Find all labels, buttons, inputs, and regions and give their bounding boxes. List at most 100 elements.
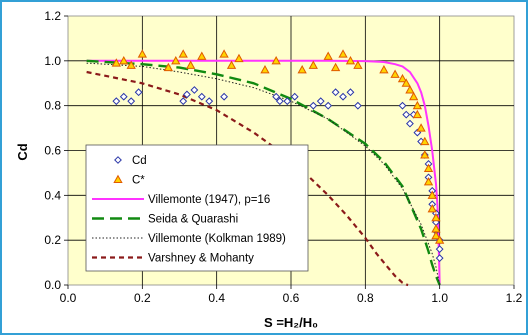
series-c bbox=[111, 49, 445, 244]
data-point-cstar bbox=[427, 203, 437, 213]
data-point-cstar bbox=[137, 49, 147, 58]
legend-item-villemonte-kolkman-1989: Villemonte (Kolkman 1989) bbox=[92, 233, 286, 245]
data-point-cd bbox=[316, 97, 325, 106]
data-point-cstar bbox=[397, 73, 408, 83]
data-point-cstar bbox=[379, 64, 389, 74]
legend-label: Cd bbox=[132, 155, 147, 167]
legend-label: C* bbox=[132, 175, 145, 187]
y-tick-label: 0.8 bbox=[44, 99, 61, 113]
legend-swatch-cstar bbox=[113, 174, 123, 184]
data-point-cd bbox=[275, 97, 284, 106]
legend-item-villemonte-1947-p-16: Villemonte (1947), p=16 bbox=[92, 194, 270, 206]
x-tick-label: 0.8 bbox=[357, 291, 374, 305]
series-line-varshney-mohanty bbox=[86, 70, 409, 287]
data-point-cd bbox=[127, 97, 136, 106]
data-point-cd bbox=[398, 101, 407, 110]
data-point-cd bbox=[119, 92, 128, 101]
data-point-cstar bbox=[409, 91, 419, 101]
data-point-cstar bbox=[412, 109, 423, 119]
data-point-cstar bbox=[271, 56, 281, 65]
y-tick-label: 1.0 bbox=[44, 54, 61, 68]
data-point-cstar bbox=[401, 78, 411, 87]
data-point-cstar bbox=[308, 60, 318, 69]
legend-label: Varshney & Mohanty bbox=[148, 253, 254, 265]
y-axis-ticks: 0.0 0.2 0.4 0.6 0.8 1.0 1.2 bbox=[44, 9, 68, 292]
x-tick-label: 0.4 bbox=[208, 291, 225, 305]
data-point-cd bbox=[283, 97, 292, 106]
series-line-seida-quarashi bbox=[86, 59, 441, 286]
data-point-cd bbox=[353, 101, 362, 110]
data-point-cstar bbox=[420, 136, 430, 146]
data-point-cstar bbox=[323, 51, 333, 60]
data-point-cstar bbox=[111, 58, 121, 67]
data-point-cstar bbox=[234, 53, 244, 63]
x-axis-label: S =H₂/H₀ bbox=[264, 315, 318, 330]
data-point-cstar bbox=[435, 235, 445, 244]
data-point-cd bbox=[435, 245, 444, 254]
data-point-cstar bbox=[420, 150, 430, 159]
data-point-cstar bbox=[431, 212, 441, 222]
data-point-cstar bbox=[197, 51, 207, 60]
data-point-cd bbox=[435, 254, 444, 263]
data-point-cstar bbox=[338, 49, 348, 58]
legend: Cd C*Villemonte (1947), p=16 Seida & Quara… bbox=[85, 144, 309, 272]
data-point-cstar bbox=[431, 230, 441, 240]
data-point-cstar bbox=[119, 56, 129, 65]
series-layer bbox=[86, 49, 445, 287]
data-point-cd bbox=[183, 90, 191, 99]
y-tick-label: 0.0 bbox=[44, 278, 61, 292]
data-point-cstar bbox=[345, 56, 356, 65]
data-point-cd bbox=[402, 110, 411, 119]
y-tick-label: 0.2 bbox=[44, 233, 61, 247]
y-tick-label: 0.6 bbox=[44, 144, 61, 158]
data-point-cstar bbox=[405, 85, 415, 94]
data-point-cd bbox=[346, 88, 355, 97]
data-point-cd bbox=[179, 97, 188, 106]
data-point-cd bbox=[112, 97, 121, 106]
legend-items: Cd C*Villemonte (1947), p=16 Seida & Quara… bbox=[92, 155, 286, 265]
data-point-cstar bbox=[390, 69, 400, 78]
series-line-villemonte-kolkman-1989 bbox=[86, 62, 441, 286]
data-point-cd bbox=[134, 88, 143, 97]
data-point-cd bbox=[205, 97, 214, 106]
data-point-cstar bbox=[186, 60, 196, 69]
data-point-cstar bbox=[297, 64, 307, 74]
legend-box bbox=[85, 144, 309, 272]
legend-label: Seida & Quarashi bbox=[148, 214, 238, 226]
data-point-cstar bbox=[423, 177, 434, 186]
y-tick-label: 1.2 bbox=[44, 9, 61, 23]
data-point-cd bbox=[339, 92, 347, 101]
data-point-cstar bbox=[416, 123, 426, 132]
x-tick-label: 0.2 bbox=[134, 291, 151, 305]
data-point-cstar bbox=[353, 60, 363, 69]
legend-label: Villemonte (Kolkman 1989) bbox=[148, 233, 286, 245]
legend-item-c: C* bbox=[113, 174, 145, 187]
data-point-cstar bbox=[260, 64, 270, 74]
data-point-cstar bbox=[423, 163, 434, 172]
data-point-cd bbox=[331, 88, 340, 97]
data-point-cd bbox=[272, 92, 281, 101]
data-point-cstar bbox=[171, 56, 181, 65]
y-axis-label: Cd bbox=[15, 143, 30, 160]
data-point-cd bbox=[197, 92, 206, 101]
data-point-cstar bbox=[219, 49, 229, 58]
data-point-cd bbox=[324, 101, 333, 110]
data-point-cd bbox=[190, 86, 199, 94]
legend-item-varshney-mohanty: Varshney & Mohanty bbox=[92, 253, 254, 265]
data-point-cstar bbox=[330, 62, 341, 72]
x-tick-label: 0.6 bbox=[283, 291, 300, 305]
x-tick-label: 1.2 bbox=[506, 291, 523, 305]
data-point-cd bbox=[220, 92, 229, 101]
data-point-cstar bbox=[178, 49, 188, 58]
data-point-cd bbox=[406, 119, 414, 128]
data-point-cstar bbox=[427, 190, 437, 199]
legend-item-seida-quarashi: Seida & Quarashi bbox=[92, 214, 238, 226]
data-point-cstar bbox=[226, 60, 237, 69]
y-tick-label: 0.4 bbox=[44, 188, 61, 202]
data-point-cstar bbox=[412, 100, 423, 110]
legend-label: Villemonte (1947), p=16 bbox=[148, 194, 270, 206]
data-point-cstar bbox=[126, 60, 136, 69]
legend-item-cd: Cd bbox=[114, 155, 147, 167]
x-tick-label: 0.0 bbox=[60, 291, 77, 305]
